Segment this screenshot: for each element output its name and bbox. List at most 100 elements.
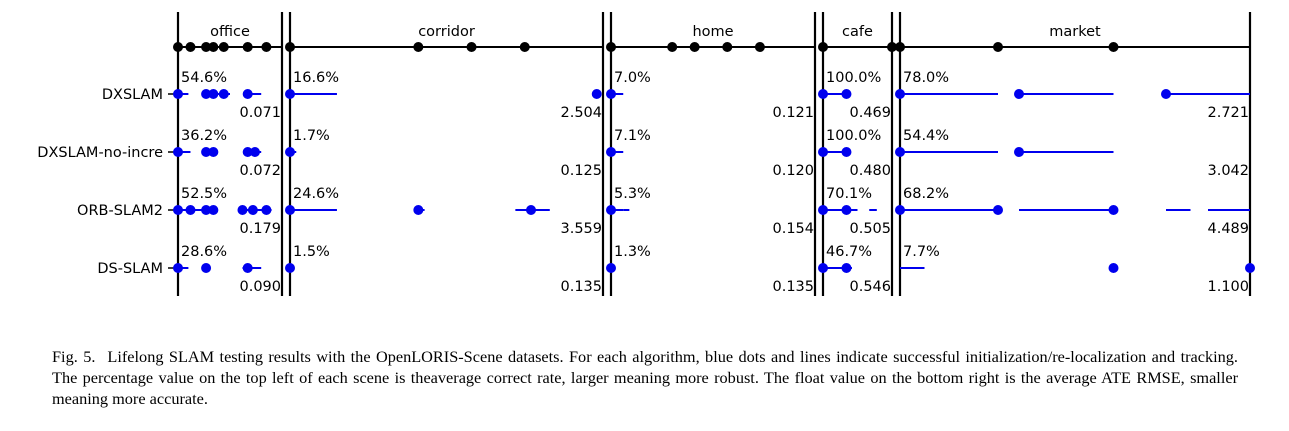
scene-label: home — [692, 24, 733, 40]
correct-rate-label: 1.5% — [293, 244, 330, 260]
sequence-marker — [285, 42, 295, 52]
relocalization-dot — [1014, 147, 1024, 157]
scene-label: corridor — [418, 24, 475, 40]
sequence-marker — [887, 42, 897, 52]
ate-rmse-label: 0.154 — [772, 221, 814, 237]
relocalization-dot — [185, 205, 196, 215]
correct-rate-label: 7.7% — [903, 244, 940, 260]
correct-rate-label: 7.1% — [614, 128, 651, 144]
correct-rate-label: 5.3% — [614, 186, 651, 202]
relocalization-dot — [606, 147, 616, 157]
algorithm-label: ORB-SLAM2 — [77, 203, 163, 219]
sequence-marker — [1108, 42, 1119, 52]
relocalization-dot — [1245, 263, 1255, 273]
relocalization-dot — [841, 89, 852, 99]
ate-rmse-label: 0.505 — [849, 221, 891, 237]
caption-figure-number: Fig. 5. — [52, 347, 96, 366]
sequence-marker — [242, 42, 253, 52]
sequence-marker — [754, 42, 765, 52]
relocalization-dot — [201, 263, 212, 273]
correct-rate-label: 70.1% — [826, 186, 872, 202]
correct-rate-label: 78.0% — [903, 70, 949, 86]
correct-rate-label: 24.6% — [293, 186, 339, 202]
relocalization-dot — [201, 205, 212, 215]
relocalization-dot — [841, 147, 852, 157]
sequence-marker — [466, 42, 477, 52]
sequence-marker — [519, 42, 530, 52]
correct-rate-label: 100.0% — [826, 128, 881, 144]
correct-rate-label: 16.6% — [293, 70, 339, 86]
sequence-marker — [606, 42, 616, 52]
relocalization-dot — [285, 263, 295, 273]
relocalization-dot — [993, 205, 1003, 215]
ate-rmse-label: 3.042 — [1207, 163, 1249, 179]
relocalization-dot — [591, 89, 602, 99]
scene-label: cafe — [842, 24, 873, 40]
relocalization-dot — [841, 205, 852, 215]
ate-rmse-label: 1.100 — [1207, 279, 1249, 295]
ate-rmse-label: 4.489 — [1207, 221, 1249, 237]
relocalization-dot — [818, 263, 828, 273]
caption-text: Lifelong SLAM testing results with the O… — [52, 347, 1238, 408]
relocalization-dot — [841, 263, 852, 273]
algorithm-label: DXSLAM — [102, 87, 163, 103]
relocalization-dot — [261, 205, 272, 215]
scene-label: market — [1049, 24, 1101, 40]
ate-rmse-label: 0.469 — [849, 105, 891, 121]
sequence-marker — [689, 42, 700, 52]
relocalization-dot — [1161, 89, 1171, 99]
correct-rate-label: 1.3% — [614, 244, 651, 260]
relocalization-dot — [201, 89, 212, 99]
ate-rmse-label: 0.546 — [849, 279, 891, 295]
sequence-marker — [413, 42, 424, 52]
relocalization-dot — [526, 205, 537, 215]
relocalization-dot — [285, 89, 295, 99]
sequence-marker — [173, 42, 183, 52]
correct-rate-label: 46.7% — [826, 244, 872, 260]
relocalization-dot — [173, 263, 183, 273]
sequence-marker — [261, 42, 272, 52]
sequence-marker — [722, 42, 733, 52]
ate-rmse-label: 0.135 — [772, 279, 814, 295]
relocalization-dot — [818, 205, 828, 215]
correct-rate-label: 7.0% — [614, 70, 651, 86]
relocalization-dot — [606, 205, 616, 215]
sequence-marker — [218, 42, 229, 52]
sequence-marker — [201, 42, 212, 52]
relocalization-dot — [237, 205, 248, 215]
relocalization-dot — [242, 147, 253, 157]
correct-rate-label: 36.2% — [181, 128, 227, 144]
relocalization-dot — [895, 89, 905, 99]
ate-rmse-label: 2.721 — [1207, 105, 1249, 121]
sequence-marker — [667, 42, 678, 52]
relocalization-dot — [173, 147, 183, 157]
ate-rmse-label: 0.071 — [239, 105, 281, 121]
relocalization-dot — [249, 147, 260, 157]
ate-rmse-label: 0.179 — [239, 221, 281, 237]
correct-rate-label: 100.0% — [826, 70, 881, 86]
lifelong-slam-chart: office corridor home cafe market DXSLAM DXSLAM… — [37, 12, 1255, 296]
relocalization-dot — [818, 147, 828, 157]
sequence-marker — [993, 42, 1003, 52]
ate-rmse-label: 0.072 — [239, 163, 281, 179]
ate-rmse-label: 2.504 — [560, 105, 602, 121]
relocalization-dot — [285, 147, 295, 157]
relocalization-dot — [818, 89, 828, 99]
correct-rate-label: 28.6% — [181, 244, 227, 260]
relocalization-dot — [208, 205, 219, 215]
relocalization-dot — [201, 147, 212, 157]
correct-rate-label: 68.2% — [903, 186, 949, 202]
algorithm-label: DXSLAM-no-incre — [37, 145, 163, 161]
correct-rate-label: 54.4% — [903, 128, 949, 144]
algorithm-label: DS-SLAM — [97, 261, 163, 277]
sequence-marker — [895, 42, 905, 52]
scene-label: office — [210, 24, 250, 40]
relocalization-dot — [173, 205, 183, 215]
relocalization-dot — [606, 89, 616, 99]
ate-rmse-label: 0.090 — [239, 279, 281, 295]
correct-rate-label: 52.5% — [181, 186, 227, 202]
correct-rate-label: 54.6% — [181, 70, 227, 86]
relocalization-dot — [173, 89, 183, 99]
figure-caption: Fig. 5. Lifelong SLAM testing results wit… — [52, 346, 1238, 409]
relocalization-dot — [242, 263, 253, 273]
